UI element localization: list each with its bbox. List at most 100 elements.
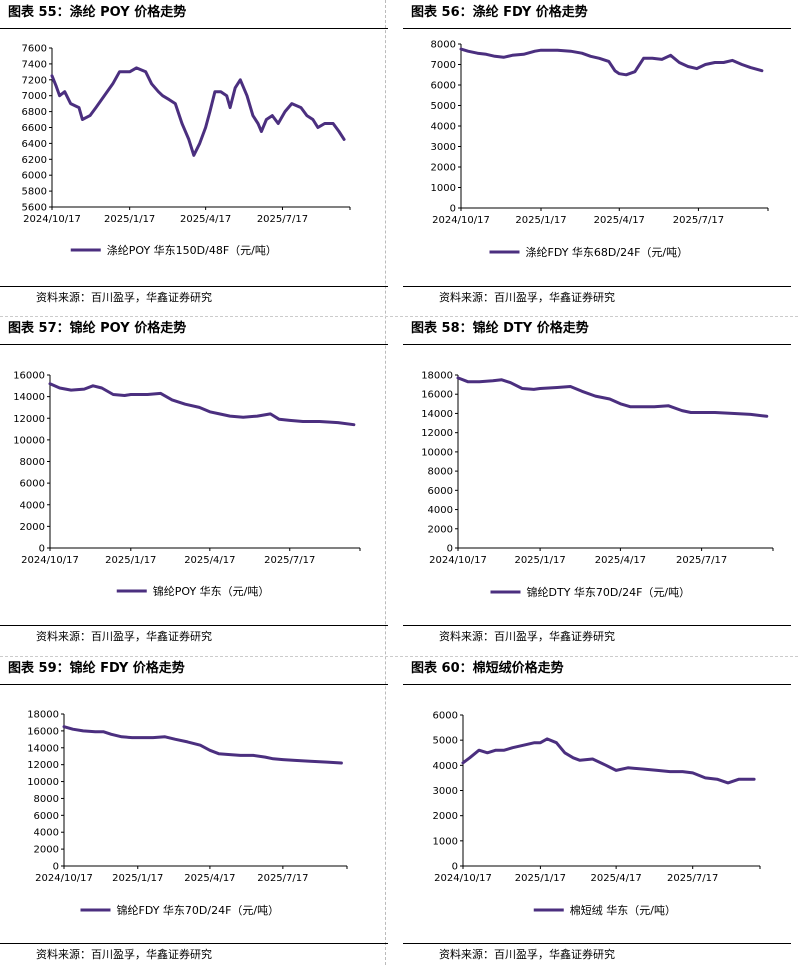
y-tick-label: 3000 bbox=[433, 786, 458, 797]
legend-label: 锦纶POY 华东（元/吨） bbox=[153, 584, 270, 598]
y-tick-label: 7200 bbox=[22, 75, 47, 86]
legend-label: 锦纶FDY 华东70D/24F（元/吨） bbox=[117, 903, 280, 917]
y-tick-label: 4000 bbox=[20, 500, 45, 511]
x-tick-label: 2025/4/17 bbox=[594, 215, 645, 226]
y-tick-label: 2000 bbox=[433, 811, 458, 822]
y-tick-label: 0 bbox=[39, 544, 45, 555]
title-rule bbox=[0, 344, 388, 345]
y-tick-label: 5800 bbox=[22, 187, 47, 198]
row-divider-2 bbox=[0, 656, 798, 657]
source-note: 资料来源：百川盈孚，华鑫证券研究 bbox=[36, 948, 212, 961]
source-rule bbox=[0, 286, 388, 287]
x-tick-label: 2025/1/17 bbox=[515, 215, 566, 226]
title-rule bbox=[403, 28, 791, 29]
y-tick-label: 10000 bbox=[13, 435, 45, 446]
y-tick-label: 16000 bbox=[27, 726, 59, 737]
x-tick-label: 2025/1/17 bbox=[514, 555, 565, 566]
y-tick-label: 0 bbox=[53, 862, 59, 873]
source-rule bbox=[0, 625, 388, 626]
legend-label: 涤纶POY 华东150D/48F（元/吨） bbox=[107, 243, 277, 257]
y-tick-label: 7000 bbox=[22, 91, 47, 102]
y-tick-label: 8000 bbox=[431, 40, 456, 51]
y-tick-label: 4000 bbox=[431, 122, 456, 133]
y-tick-label: 12000 bbox=[13, 414, 45, 425]
y-tick-label: 5600 bbox=[22, 203, 47, 214]
y-tick-label: 2000 bbox=[431, 163, 456, 174]
y-tick-label: 10000 bbox=[421, 447, 453, 458]
y-tick-label: 1000 bbox=[433, 836, 458, 847]
line-chart: 0 2000 4000 6000 8000 10000 12000 14000 16000 180… bbox=[421, 371, 774, 599]
legend-label: 棉短绒 华东（元/吨） bbox=[570, 903, 676, 917]
x-tick-label: 2025/4/17 bbox=[184, 555, 235, 566]
y-tick-label: 14000 bbox=[27, 743, 59, 754]
x-tick-label: 2025/4/17 bbox=[180, 214, 231, 225]
source-rule bbox=[403, 943, 791, 944]
source-note: 资料来源：百川盈孚，华鑫证券研究 bbox=[36, 630, 212, 643]
y-tick-label: 6000 bbox=[433, 711, 458, 722]
y-tick-label: 14000 bbox=[13, 392, 45, 403]
y-tick-label: 16000 bbox=[13, 371, 45, 382]
title-rule bbox=[0, 28, 388, 29]
y-tick-label: 6600 bbox=[22, 123, 47, 134]
legend-label: 涤纶FDY 华东68D/24F（元/吨） bbox=[526, 245, 689, 259]
y-tick-label: 8000 bbox=[34, 794, 59, 805]
y-tick-label: 18000 bbox=[27, 710, 59, 721]
x-tick-label: 2025/7/17 bbox=[257, 873, 308, 884]
y-tick-label: 5000 bbox=[433, 736, 458, 747]
x-tick-label: 2025/7/17 bbox=[676, 555, 727, 566]
y-tick-label: 4000 bbox=[34, 828, 59, 839]
chart-panel: 图表 60：棉短绒价格走势 资料来源：百川盈孚，华鑫证券研究 0 1000 2000 30… bbox=[403, 656, 791, 977]
source-rule bbox=[0, 943, 388, 944]
x-tick-label: 2024/10/17 bbox=[429, 555, 487, 566]
x-tick-label: 2025/4/17 bbox=[595, 555, 646, 566]
source-rule bbox=[403, 625, 791, 626]
series-line bbox=[50, 66, 346, 157]
series-line bbox=[48, 382, 356, 427]
line-chart: 0 1000 2000 3000 4000 5000 6000 7000 8000 2024/10… bbox=[431, 40, 769, 259]
line-chart: 0 2000 4000 6000 8000 10000 12000 14000 16000 202… bbox=[13, 371, 361, 598]
row-divider-1 bbox=[0, 316, 798, 317]
y-tick-label: 2000 bbox=[34, 845, 59, 856]
source-note: 资料来源：百川盈孚，华鑫证券研究 bbox=[439, 291, 615, 304]
y-tick-label: 6000 bbox=[20, 479, 45, 490]
y-tick-label: 3000 bbox=[431, 142, 456, 153]
y-tick-label: 7000 bbox=[431, 60, 456, 71]
y-tick-label: 6000 bbox=[22, 171, 47, 182]
x-tick-label: 2025/7/17 bbox=[673, 215, 724, 226]
y-tick-label: 18000 bbox=[421, 371, 453, 382]
line-chart: 5600 5800 6000 6200 6400 6600 6800 7000 7200 7400… bbox=[22, 44, 351, 257]
center-divider bbox=[385, 0, 386, 965]
y-tick-label: 6400 bbox=[22, 139, 47, 150]
chart-panel: 图表 56：涤纶 FDY 价格走势 资料来源：百川盈孚，华鑫证券研究 0 1000 20… bbox=[403, 0, 791, 321]
y-tick-label: 7600 bbox=[22, 44, 47, 55]
x-tick-label: 2025/7/17 bbox=[264, 555, 315, 566]
y-tick-label: 2000 bbox=[428, 524, 453, 535]
chart-title: 图表 55：涤纶 POY 价格走势 bbox=[8, 5, 187, 20]
chart-title: 图表 57：锦纶 POY 价格走势 bbox=[8, 321, 187, 336]
y-tick-label: 6800 bbox=[22, 107, 47, 118]
chart-panel: 图表 59：锦纶 FDY 价格走势 资料来源：百川盈孚，华鑫证券研究 0 2000 40… bbox=[0, 656, 388, 977]
y-tick-label: 0 bbox=[450, 204, 456, 215]
chart-title: 图表 56：涤纶 FDY 价格走势 bbox=[411, 5, 588, 20]
y-tick-label: 6200 bbox=[22, 155, 47, 166]
series-line bbox=[461, 737, 756, 785]
y-tick-label: 4000 bbox=[433, 761, 458, 772]
x-tick-label: 2025/7/17 bbox=[257, 214, 308, 225]
x-tick-label: 2024/10/17 bbox=[23, 214, 81, 225]
x-tick-label: 2025/7/17 bbox=[667, 873, 718, 884]
y-tick-label: 6000 bbox=[431, 81, 456, 92]
x-tick-label: 2025/4/17 bbox=[184, 873, 235, 884]
x-tick-label: 2024/10/17 bbox=[434, 873, 492, 884]
title-rule bbox=[0, 684, 388, 685]
source-note: 资料来源：百川盈孚，华鑫证券研究 bbox=[439, 948, 615, 961]
x-tick-label: 2025/1/17 bbox=[105, 555, 156, 566]
y-tick-label: 2000 bbox=[20, 522, 45, 533]
y-tick-label: 7400 bbox=[22, 59, 47, 70]
x-tick-label: 2025/1/17 bbox=[112, 873, 163, 884]
series-line bbox=[459, 47, 764, 77]
source-note: 资料来源：百川盈孚，华鑫证券研究 bbox=[439, 630, 615, 643]
series-line bbox=[62, 725, 343, 765]
y-tick-label: 12000 bbox=[421, 428, 453, 439]
y-tick-label: 14000 bbox=[421, 409, 453, 420]
y-tick-label: 5000 bbox=[431, 101, 456, 112]
